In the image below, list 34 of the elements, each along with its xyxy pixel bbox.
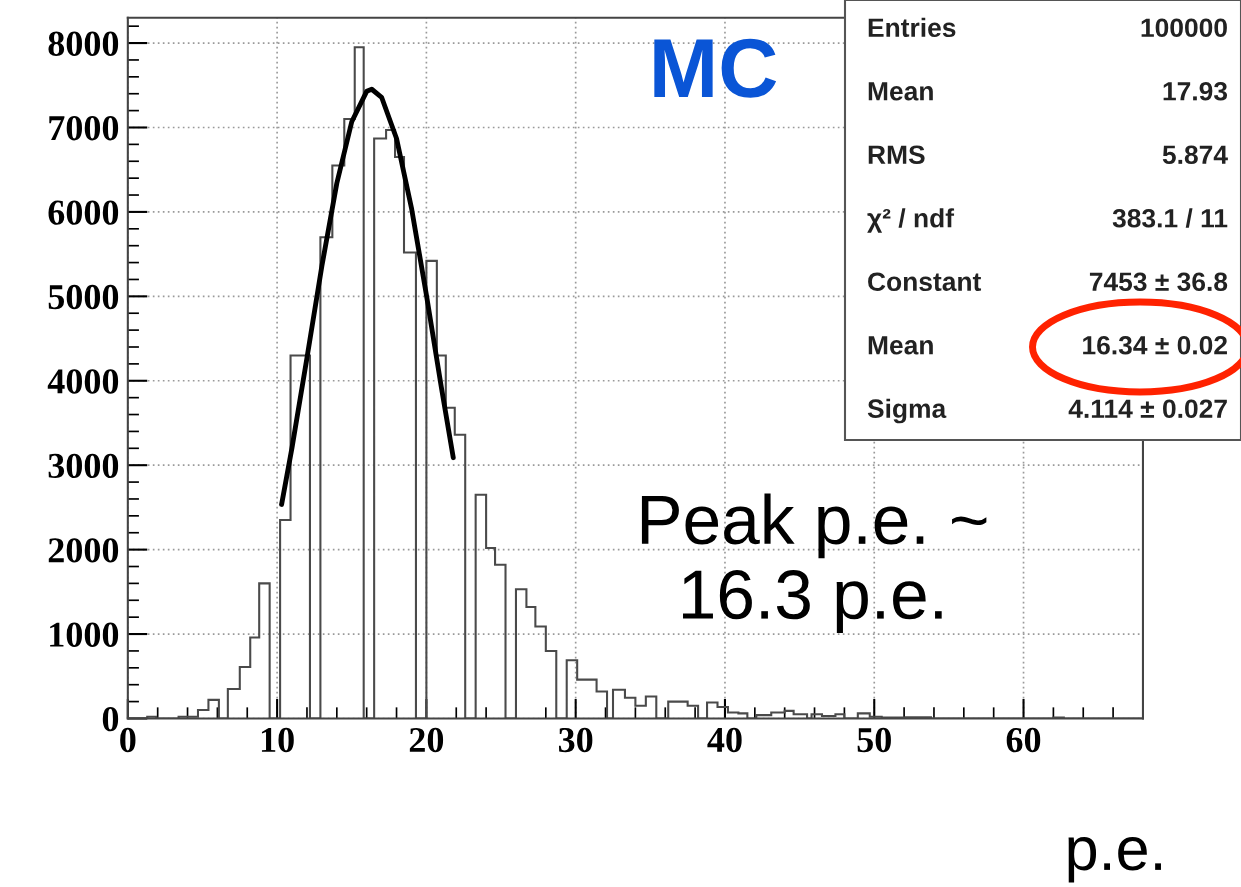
x-tick-label: 10 <box>261 727 294 753</box>
annotation: Constant <box>868 272 982 292</box>
x-tick-label: 30 <box>558 727 593 753</box>
text: 17.93 <box>1163 81 1228 101</box>
annotation: Entries <box>868 17 956 38</box>
y-tick-label: 1000 <box>50 622 119 647</box>
annotation: Mean <box>868 82 933 101</box>
x-tick-label: 40 <box>707 727 742 753</box>
y-tick-label: 2000 <box>48 538 119 563</box>
annotation: χ² / ndf <box>867 208 955 233</box>
y-tick-label: 0 <box>102 706 119 732</box>
y-tick-label: 7000 <box>49 116 119 141</box>
y-tick-label: 4000 <box>47 369 119 394</box>
annotation: 16.34 ± 0.02 <box>1083 335 1227 355</box>
x-axis-title: p.e. <box>1068 837 1161 883</box>
x-tick-label: 60 <box>1006 727 1041 753</box>
annotation: Sigma <box>867 398 947 424</box>
annotation: 4.114 ± 0.027 <box>1068 399 1227 419</box>
y-tick-label: 8000 <box>48 31 119 56</box>
y-tick-label: 5000 <box>48 284 119 310</box>
annotation: RMS <box>868 145 925 165</box>
text: 5.874 <box>1162 145 1228 165</box>
annotation: Peak p.e. ~ 16.3 p.e. <box>641 493 987 634</box>
line-series <box>279 86 456 507</box>
x-tick-label: 50 <box>857 727 891 753</box>
y-tick-label: 3000 <box>48 453 119 479</box>
x-tick-label: 0 <box>120 727 136 753</box>
annotation: 7453 ± 36.8 <box>1089 272 1228 292</box>
annotation: 383.1 / 11 <box>1112 208 1228 228</box>
x-tick-label: 20 <box>409 727 444 753</box>
annotation: MC <box>654 38 777 98</box>
annotation: 100000 <box>1141 18 1227 38</box>
annotation: Mean <box>868 336 933 355</box>
y-tick-label: 6000 <box>48 200 119 225</box>
